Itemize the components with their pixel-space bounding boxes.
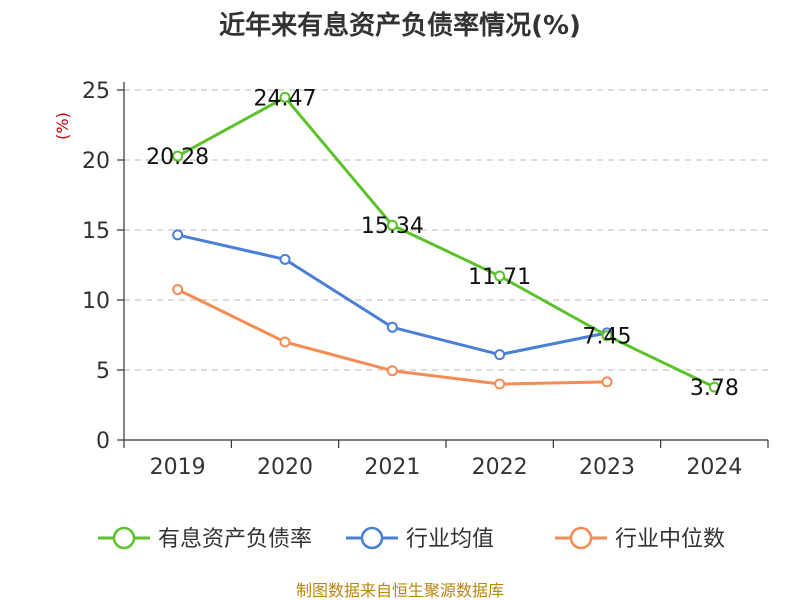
legend-swatch-marker xyxy=(569,526,593,550)
series-line-1 xyxy=(177,233,608,357)
data-point xyxy=(601,330,613,342)
legend: 有息资产负债率 行业均值 行业中位数 xyxy=(98,526,725,552)
y-axis-label: (%) xyxy=(53,112,72,140)
source-note: 制图数据来自恒生聚源数据库 xyxy=(296,581,504,600)
data-label: 24.47 xyxy=(254,86,317,111)
chart-title: 近年来有息资产负债率情况(%) xyxy=(219,10,581,41)
legend-label: 行业中位数 xyxy=(615,527,725,552)
data-point xyxy=(386,365,398,377)
data-point xyxy=(172,284,184,295)
series-line-0 xyxy=(176,95,715,389)
data-label: 3.78 xyxy=(690,376,739,401)
legend-label: 行业均值 xyxy=(406,527,494,552)
x-tick-label: 2024 xyxy=(686,455,742,480)
x-tick-label: 2020 xyxy=(257,455,313,480)
x-tick-label: 2022 xyxy=(472,455,528,480)
y-tick-label: 15 xyxy=(82,219,110,244)
data-point xyxy=(494,270,506,282)
data-point xyxy=(494,378,506,390)
data-label: 20.28 xyxy=(146,145,209,170)
data-point xyxy=(708,381,720,393)
legend-label: 有息资产负债率 xyxy=(158,527,312,552)
data-point xyxy=(279,336,291,348)
y-tick-label: 5 xyxy=(96,359,110,384)
y-tick-label: 25 xyxy=(82,79,110,104)
data-point xyxy=(279,91,291,103)
data-point xyxy=(172,229,184,241)
data-point xyxy=(601,376,613,388)
legend-swatch-marker xyxy=(112,526,136,550)
data-point xyxy=(172,150,184,162)
data-label: 15.34 xyxy=(361,214,424,239)
x-tick-label: 2019 xyxy=(150,455,206,480)
data-point xyxy=(386,321,398,333)
data-label: 7.45 xyxy=(583,325,632,350)
y-tick-label: 0 xyxy=(96,429,110,454)
x-tick-label: 2021 xyxy=(364,455,420,480)
data-point xyxy=(279,253,291,265)
y-tick-label: 20 xyxy=(82,149,110,174)
grid xyxy=(124,89,768,371)
data-label: 11.71 xyxy=(468,265,531,290)
data-point xyxy=(494,349,506,361)
series-group xyxy=(172,91,720,393)
x-tick-label: 2023 xyxy=(579,455,635,480)
y-tick-label: 10 xyxy=(82,289,110,314)
axes: 0 5 10 15 20 25 2019 2020 2021 2022 2023 2024 xyxy=(82,79,769,480)
data-labels: 20.28 24.47 15.34 11.71 7.45 3.78 xyxy=(146,86,739,401)
legend-swatch-marker xyxy=(360,526,384,550)
data-point xyxy=(386,219,398,231)
